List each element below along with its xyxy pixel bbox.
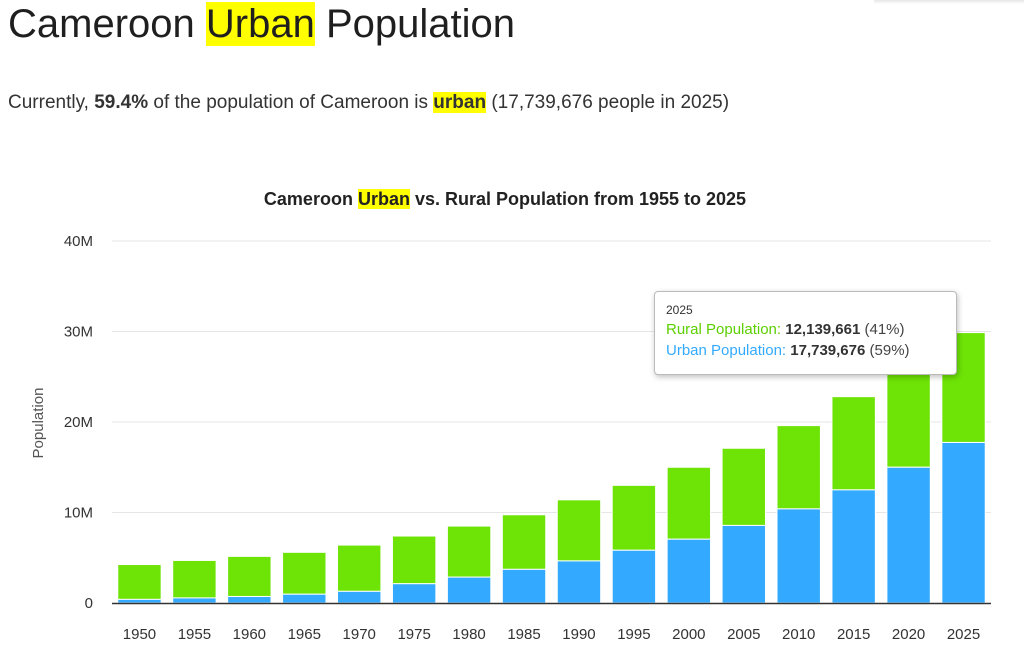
chart-title: Cameroon Urban vs. Rural Population from… (263, 189, 747, 209)
tooltip-urban-pct: (59%) (869, 342, 910, 359)
x-tick-label: 1960 (233, 626, 266, 643)
tooltip-rural-value: 12,139,661 (785, 321, 861, 338)
bar-urban-1980 (446, 576, 492, 604)
bar-urban-1970 (337, 590, 382, 604)
bar-urban-2020 (886, 466, 931, 604)
bar-urban-1960 (227, 595, 272, 604)
bar-urban-1975 (391, 583, 437, 604)
bar-urban-2010 (776, 508, 821, 604)
y-tick-label: 30M (64, 324, 93, 341)
x-tick-label: 1965 (288, 626, 321, 643)
bar-urban-1955 (172, 597, 217, 604)
bar-rural-1985 (501, 514, 547, 570)
x-tick-label: 2015 (837, 626, 870, 643)
y-tick-label: 40M (64, 233, 93, 250)
tooltip-year: 2025 (666, 303, 693, 317)
bar-rural-1965 (282, 551, 327, 595)
bar-rural-2005 (721, 447, 766, 526)
x-tick-label: 2010 (782, 626, 815, 643)
page-subtitle: Currently, 59.4% of the population of Ca… (8, 92, 730, 113)
tooltip-rural-label: Rural Population (666, 321, 777, 338)
x-tick-label: 1990 (562, 626, 595, 643)
bar-rural-2020 (886, 368, 931, 468)
x-tick-label: 2005 (727, 626, 760, 643)
bar-urban-1985 (501, 568, 547, 604)
bar-rural-1950 (117, 564, 162, 600)
bar-rural-2015 (831, 396, 876, 491)
y-tick-label: 10M (64, 505, 93, 522)
x-tick-label: 1985 (507, 626, 540, 643)
x-tick-label: 1950 (123, 626, 156, 643)
x-tick-label: 1980 (452, 626, 485, 643)
subtitle-highlight: urban (433, 92, 487, 113)
bar-rural-2000 (666, 466, 712, 540)
x-tick-label: 1970 (343, 626, 376, 643)
bar-urban-2025 (941, 441, 986, 604)
tooltip-urban-row: Urban Population: 17,739,676 (59%) (666, 342, 910, 359)
y-tick-label: 20M (64, 414, 93, 431)
x-tick-label: 2025 (947, 626, 980, 643)
bar-rural-2010 (776, 425, 821, 510)
bar-urban-1950 (117, 598, 162, 604)
x-tick-label: 2000 (672, 626, 705, 643)
tooltip-urban-value: 17,739,676 (790, 342, 866, 359)
bar-rural-1960 (227, 555, 272, 597)
bar-urban-2000 (666, 538, 712, 604)
bar-rural-1975 (391, 535, 437, 585)
tooltip-rural-row: Rural Population: 12,139,661 (41%) (666, 321, 905, 338)
chart-tooltip: 2025 Rural Population: 12,139,661 (41%) … (654, 291, 957, 375)
bar-rural-1980 (446, 525, 492, 578)
bar-urban-1990 (556, 560, 602, 604)
bar-rural-1995 (611, 484, 657, 551)
x-tick-label: 1955 (178, 626, 211, 643)
bar-urban-1965 (282, 593, 327, 604)
bar-urban-1995 (611, 549, 657, 604)
chart-title-highlight: Urban (357, 189, 410, 209)
urban-percentage: 59.4% (94, 92, 149, 113)
bar-urban-2015 (831, 489, 876, 604)
x-tick-label: 1975 (397, 626, 430, 643)
bar-rural-1990 (556, 499, 602, 562)
bar-rural-1955 (172, 559, 217, 599)
bar-rural-1970 (337, 544, 382, 592)
bar-urban-2005 (721, 524, 766, 604)
y-axis-label: Population (30, 388, 47, 459)
y-tick-label: 0 (85, 595, 93, 612)
title-highlight: Urban (205, 2, 315, 46)
header-shadow (874, 0, 1024, 4)
x-tick-label: 1995 (617, 626, 650, 643)
tooltip-rural-pct: (41%) (864, 321, 905, 338)
tooltip-urban-label: Urban Population (666, 342, 782, 359)
x-tick-label: 2020 (892, 626, 925, 643)
page-title: Cameroon Urban Population (8, 2, 515, 46)
